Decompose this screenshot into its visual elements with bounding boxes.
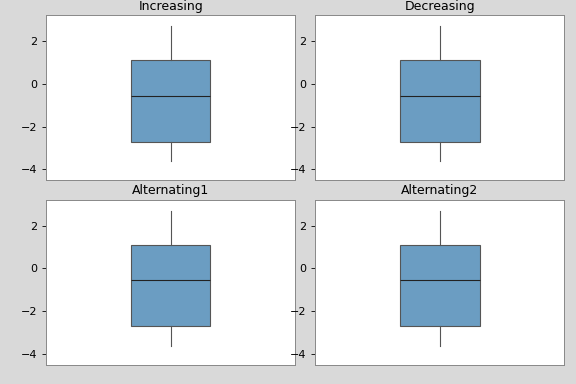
PathPatch shape: [131, 60, 210, 142]
Title: Increasing: Increasing: [138, 0, 203, 13]
Title: Alternating2: Alternating2: [401, 184, 479, 197]
Title: Decreasing: Decreasing: [404, 0, 475, 13]
PathPatch shape: [400, 245, 479, 326]
PathPatch shape: [131, 245, 210, 326]
PathPatch shape: [400, 60, 479, 142]
Title: Alternating1: Alternating1: [132, 184, 209, 197]
